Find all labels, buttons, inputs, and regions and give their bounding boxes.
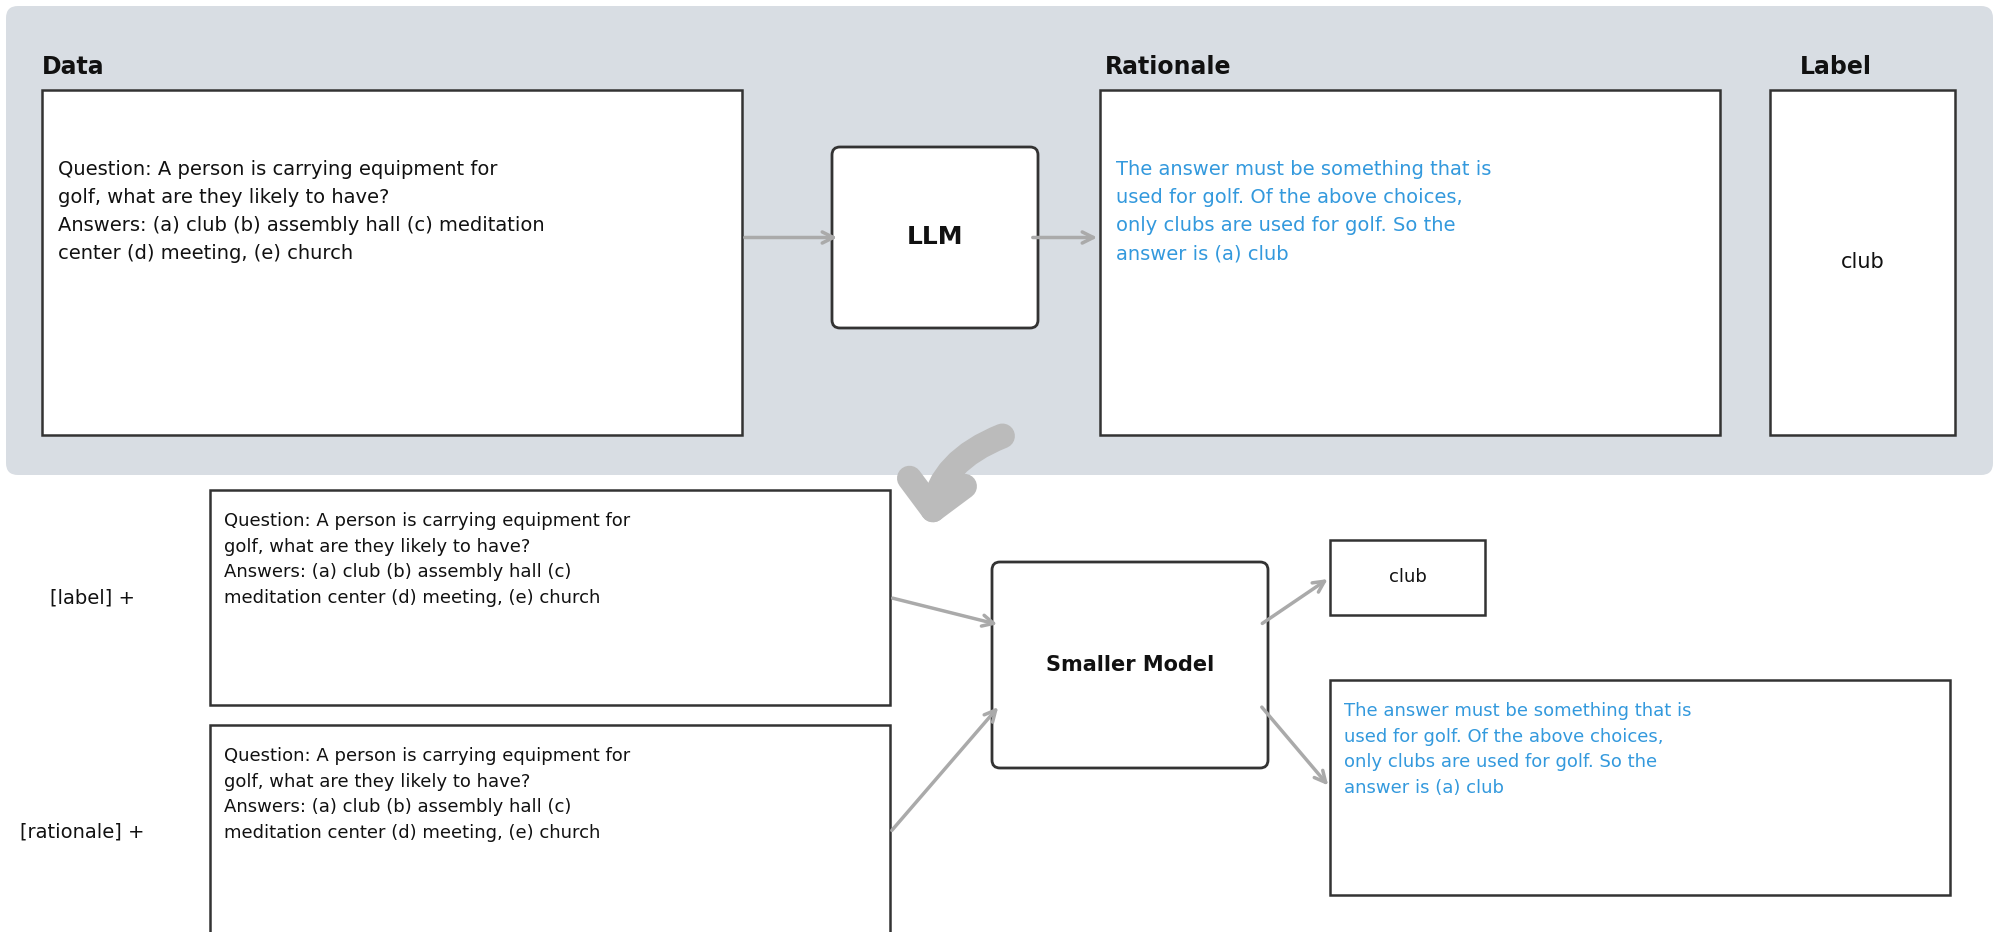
FancyBboxPatch shape bbox=[210, 490, 889, 705]
FancyBboxPatch shape bbox=[1329, 540, 1485, 615]
FancyBboxPatch shape bbox=[831, 147, 1037, 328]
Text: club: club bbox=[1389, 569, 1427, 586]
Text: [rationale] +: [rationale] + bbox=[20, 823, 144, 842]
Text: Data: Data bbox=[42, 55, 104, 79]
FancyBboxPatch shape bbox=[1329, 680, 1948, 895]
Text: Question: A person is carrying equipment for
golf, what are they likely to have?: Question: A person is carrying equipment… bbox=[224, 512, 629, 607]
Text: Label: Label bbox=[1798, 55, 1870, 79]
Text: Smaller Model: Smaller Model bbox=[1045, 655, 1213, 675]
Text: Question: A person is carrying equipment for
golf, what are they likely to have?: Question: A person is carrying equipment… bbox=[224, 747, 629, 843]
Text: [label] +: [label] + bbox=[50, 588, 136, 607]
FancyBboxPatch shape bbox=[210, 725, 889, 932]
Text: Question: A person is carrying equipment for
golf, what are they likely to have?: Question: A person is carrying equipment… bbox=[58, 160, 543, 263]
Text: Rationale: Rationale bbox=[1105, 55, 1231, 79]
Text: club: club bbox=[1840, 253, 1884, 272]
FancyBboxPatch shape bbox=[42, 90, 741, 435]
FancyBboxPatch shape bbox=[991, 562, 1267, 768]
FancyBboxPatch shape bbox=[6, 6, 1992, 475]
Text: The answer must be something that is
used for golf. Of the above choices,
only c: The answer must be something that is use… bbox=[1115, 160, 1491, 263]
FancyBboxPatch shape bbox=[1768, 90, 1954, 435]
Text: The answer must be something that is
used for golf. Of the above choices,
only c: The answer must be something that is use… bbox=[1343, 702, 1690, 797]
FancyBboxPatch shape bbox=[1099, 90, 1718, 435]
Text: LLM: LLM bbox=[907, 226, 963, 250]
